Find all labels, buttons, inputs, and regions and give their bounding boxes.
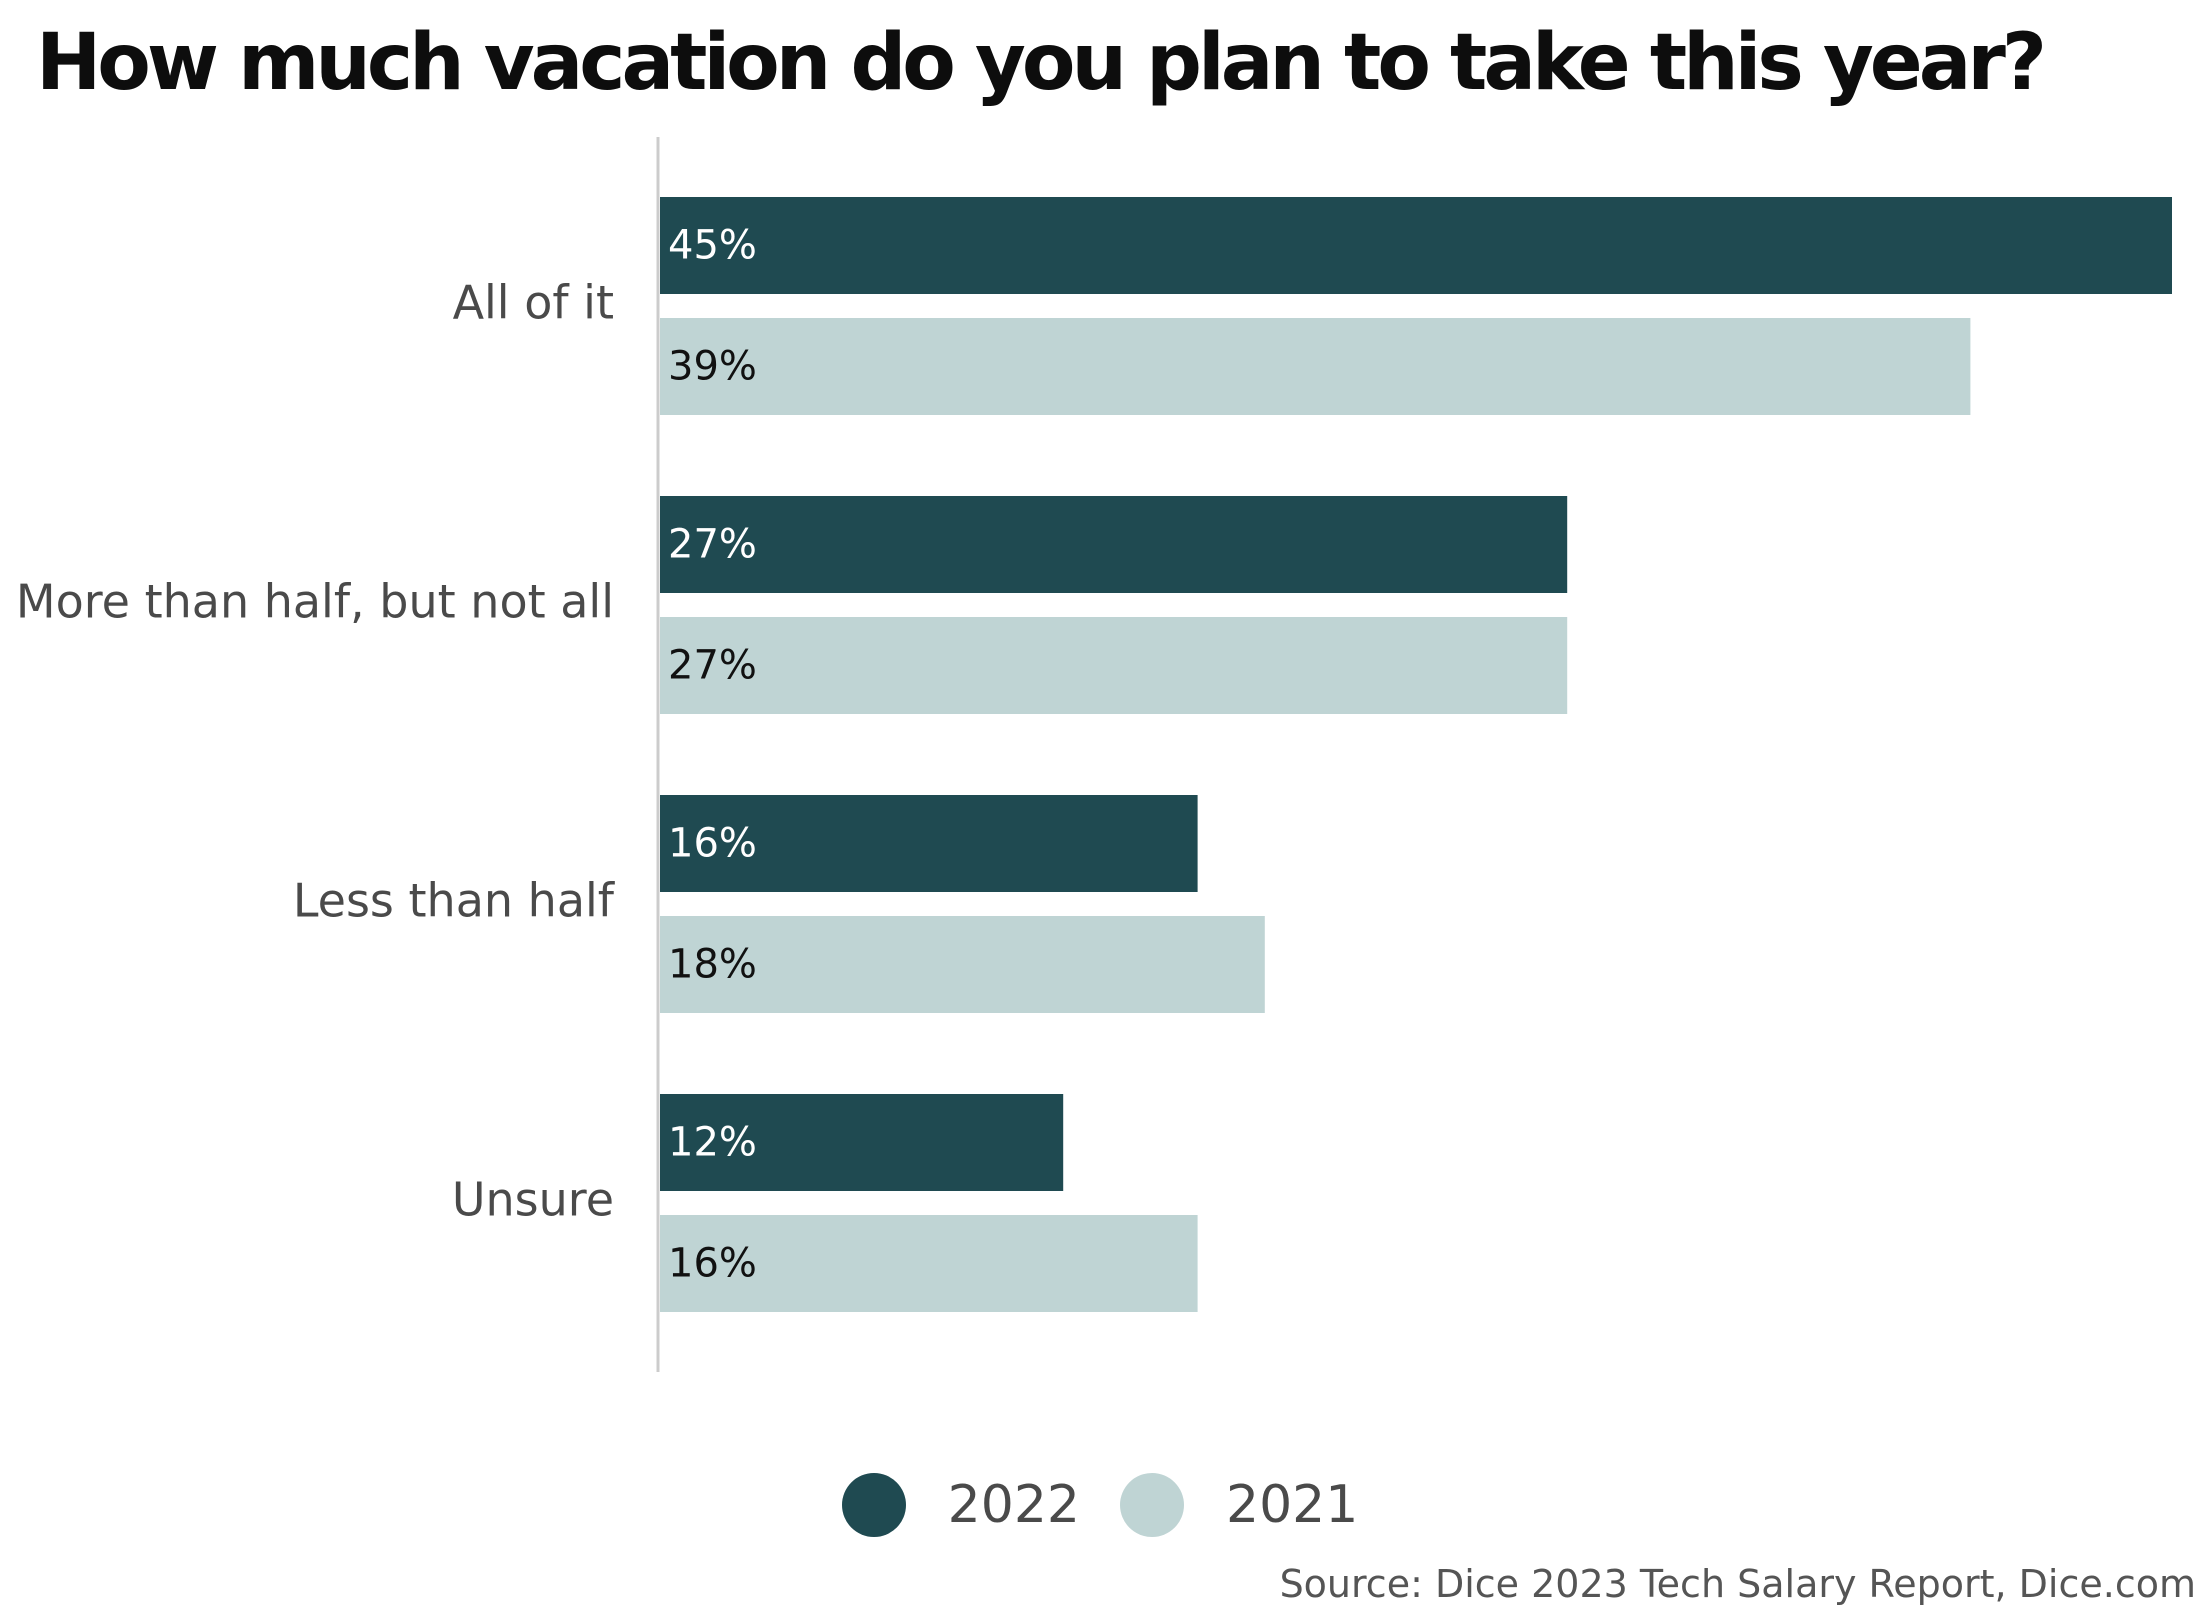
- category-label-1: More than half, but not all: [16, 575, 614, 629]
- category-label-3: Unsure: [452, 1173, 614, 1227]
- bar-2022-3: [660, 1094, 1064, 1191]
- legend-item-1: 2021: [1120, 1473, 1358, 1537]
- value-label-2021-3: 16%: [668, 1241, 757, 1287]
- legend-label-0: 2022: [947, 1475, 1080, 1535]
- category-label-0: All of it: [453, 276, 614, 330]
- bar-2022-2: [660, 795, 1198, 892]
- value-label-2022-2: 16%: [668, 821, 757, 867]
- category-label-2: Less than half: [293, 874, 616, 928]
- value-label-2022-1: 27%: [668, 522, 757, 568]
- value-label-2022-3: 12%: [668, 1120, 757, 1166]
- bar-2021-0: [660, 318, 1971, 415]
- legend-swatch-0: [841, 1473, 906, 1537]
- legend: 2022 2021: [0, 1470, 2200, 1540]
- value-label-2021-0: 39%: [668, 344, 757, 390]
- value-label-2021-2: 18%: [668, 942, 757, 988]
- bar-2022-1: [660, 496, 1568, 593]
- value-label-2022-0: 45%: [668, 223, 757, 269]
- legend-item-0: 2022: [841, 1473, 1080, 1537]
- value-label-2021-1: 27%: [668, 643, 757, 689]
- bar-2021-2: [660, 916, 1265, 1013]
- bar-2021-1: [660, 617, 1568, 714]
- legend-swatch-1: [1120, 1473, 1184, 1537]
- chart-title: How much vacation do you plan to take th…: [36, 18, 2047, 108]
- legend-label-1: 2021: [1226, 1475, 1359, 1535]
- bar-2021-3: [660, 1215, 1198, 1312]
- bar-2022-0: [660, 197, 2172, 294]
- source-note: Source: Dice 2023 Tech Salary Report, Di…: [1279, 1562, 2196, 1606]
